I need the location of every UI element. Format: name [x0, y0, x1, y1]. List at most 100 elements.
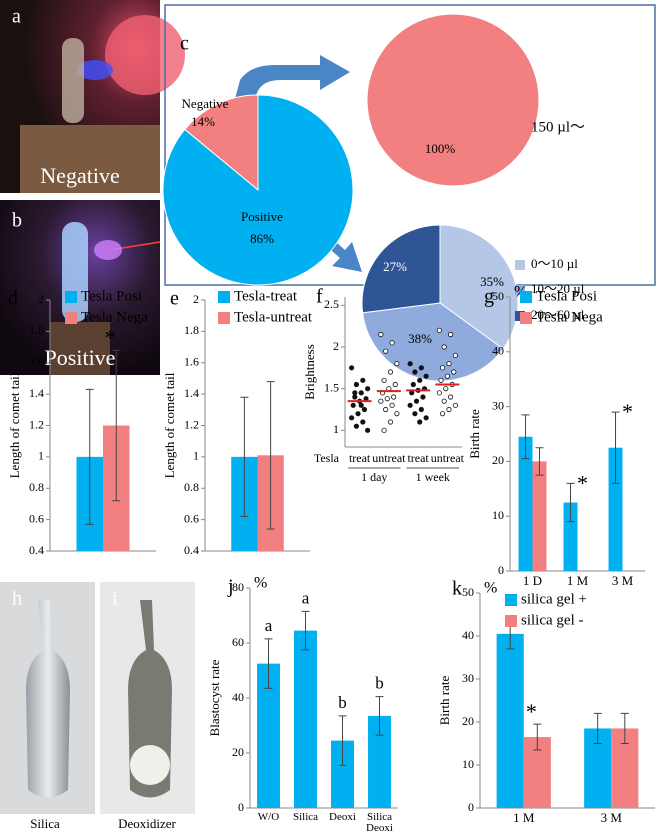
- data-point: [452, 402, 458, 408]
- slice-name: Positive: [241, 209, 283, 224]
- y-unit: %: [484, 580, 497, 597]
- legend-swatch: [218, 291, 230, 303]
- group-label: 1 day: [361, 470, 387, 484]
- legend-label: Tesla Nega: [536, 309, 603, 325]
- x-tick-label: Deoxi: [329, 812, 356, 823]
- y-tick-label: 2: [193, 292, 199, 306]
- vial: [62, 222, 88, 322]
- legend-label: Tesla-untreat: [234, 309, 313, 325]
- x-tick-label: 1 M: [513, 812, 535, 825]
- slice-name: Negative: [182, 96, 229, 111]
- data-point: [418, 406, 424, 413]
- y-tick-label: 0: [498, 563, 504, 577]
- data-point: [436, 390, 442, 396]
- error-bar: [611, 411, 620, 484]
- x-tick-label-box: 1 M: [567, 575, 588, 587]
- legend-swatch: [65, 291, 77, 303]
- y-tick-label: 2.5: [324, 297, 339, 311]
- y-axis-label: Length of comet tail: [7, 372, 22, 478]
- legend-label: silica gel -: [521, 612, 583, 628]
- data-point: [353, 423, 360, 429]
- y-axis-label: Blastocyst rate: [207, 659, 222, 736]
- data-point: [365, 427, 371, 433]
- annotation: *: [577, 470, 588, 495]
- y-tick-label: 80: [232, 580, 244, 594]
- bar: [563, 502, 578, 571]
- legend-swatch: [505, 594, 517, 606]
- group-label: 1 week: [416, 470, 450, 484]
- panel-letter: j: [227, 576, 234, 598]
- y-tick-label: 1: [193, 449, 199, 463]
- data-point: [360, 377, 366, 383]
- significance-letter: b: [338, 693, 347, 712]
- y-tick-label: 2: [38, 292, 44, 306]
- data-point: [394, 361, 400, 367]
- panel-letter: a: [12, 6, 21, 28]
- pie-slice: [361, 224, 441, 314]
- y-axis-label: Birth rate: [467, 409, 482, 459]
- pie-slice: [366, 13, 540, 187]
- data-point: [441, 344, 447, 350]
- bar: [368, 715, 391, 808]
- y-axis-label: Birth rate: [437, 676, 452, 726]
- legend-label: Tesla Posi: [536, 288, 597, 304]
- legend-label: 0〜10 µl: [531, 256, 578, 271]
- data-point: [383, 348, 389, 354]
- error-bar: [338, 715, 347, 766]
- legend-label: 10〜20 µl: [531, 281, 585, 296]
- data-point: [418, 365, 424, 371]
- y-tick-label: 0.8: [29, 480, 44, 494]
- x-tick-label-box: 3 M: [601, 812, 622, 824]
- pie-slice: [184, 94, 259, 192]
- glow: [77, 60, 113, 80]
- arrow: [230, 55, 350, 118]
- value-label: 100%: [425, 141, 456, 156]
- x-tick-label: W/O: [257, 812, 280, 823]
- legend-swatch: [218, 312, 230, 324]
- data-point: [361, 406, 368, 413]
- data-point: [441, 398, 447, 404]
- data-point: [439, 365, 446, 371]
- annotation: *: [105, 325, 116, 350]
- legend-swatch: [515, 123, 525, 133]
- panel-letter: k: [452, 578, 462, 600]
- y-tick-label: 30: [462, 671, 474, 685]
- y-tick-label: 0: [468, 800, 474, 814]
- photo-caption: Deoxidizer: [118, 816, 176, 831]
- error-bar: [521, 414, 530, 460]
- panel-letter: e: [170, 288, 179, 310]
- x-tick-label: untreat: [431, 451, 465, 465]
- data-point: [407, 361, 413, 367]
- panel-letter: g: [484, 286, 494, 308]
- y-tick-label: 1: [333, 422, 339, 436]
- data-point: [355, 411, 361, 417]
- data-point: [443, 386, 449, 392]
- error-bar: [240, 396, 249, 517]
- x-tick-label-box: Deoxi: [329, 812, 356, 823]
- error-bar: [566, 482, 575, 523]
- legend-swatch: [520, 312, 532, 324]
- value-label: 27%: [383, 259, 407, 274]
- legend-label: Tesla Posi: [81, 288, 142, 304]
- data-point: [352, 394, 358, 400]
- legend-swatch: [515, 260, 525, 270]
- y-tick-label: 1.4: [29, 386, 44, 400]
- glow: [94, 240, 122, 260]
- annotation: *: [622, 399, 633, 424]
- data-point: [447, 331, 454, 338]
- y-unit: %: [254, 575, 267, 592]
- y-tick-label: 1.8: [29, 323, 44, 337]
- bar: [518, 436, 533, 571]
- panel-letter: f: [316, 286, 323, 308]
- value-label: 86%: [250, 231, 274, 246]
- data-point: [423, 373, 429, 379]
- x-tick-label-box: 3 M: [612, 575, 633, 587]
- bar: [257, 663, 280, 808]
- error-bar: [620, 712, 629, 744]
- bar: [331, 740, 354, 808]
- data-point: [378, 331, 384, 338]
- stand: [50, 322, 110, 375]
- error-bar: [375, 696, 384, 736]
